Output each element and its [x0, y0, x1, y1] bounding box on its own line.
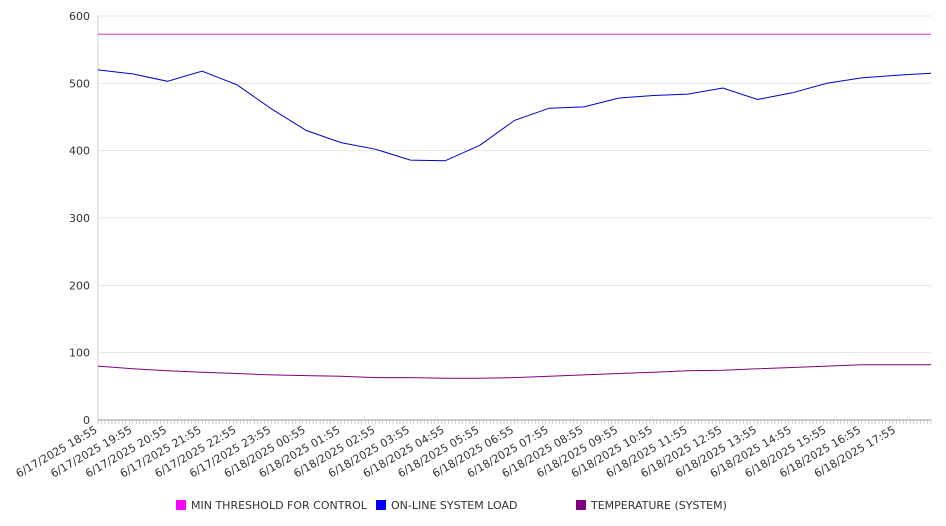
y-tick-label: 300 — [69, 212, 90, 225]
y-tick-label: 400 — [69, 145, 90, 158]
legend-label-temperature: TEMPERATURE (SYSTEM) — [591, 499, 727, 512]
legend-label-min-threshold: MIN THRESHOLD FOR CONTROL — [191, 499, 367, 512]
legend-swatch-min-threshold — [176, 500, 186, 510]
series-lines — [97, 33, 932, 379]
grid-lines — [98, 15, 931, 354]
y-tick-label: 100 — [69, 347, 90, 360]
series-line-temperature-system — [97, 364, 931, 379]
legend-item-temperature[interactable]: TEMPERATURE (SYSTEM) — [576, 499, 727, 512]
legend-item-min-threshold[interactable]: MIN THRESHOLD FOR CONTROL — [176, 499, 367, 512]
chart-legend: MIN THRESHOLD FOR CONTROL ON-LINE SYSTEM… — [0, 499, 946, 515]
legend-swatch-system-load — [376, 500, 386, 510]
y-tick-label: 600 — [69, 10, 90, 23]
y-tick-label: 0 — [83, 414, 90, 427]
x-tick-labels: 6/17/2025 18:556/17/2025 19:556/17/2025 … — [14, 423, 898, 480]
y-tick-labels: 0 100 200 300 400 500 600 — [69, 10, 90, 427]
legend-item-system-load[interactable]: ON-LINE SYSTEM LOAD — [376, 499, 517, 512]
y-tick-label: 500 — [69, 77, 90, 90]
axes — [97, 16, 932, 424]
legend-label-system-load: ON-LINE SYSTEM LOAD — [391, 499, 518, 512]
legend-swatch-temperature — [576, 500, 586, 510]
series-line-on-line-system-load — [97, 69, 932, 162]
y-tick-label: 200 — [69, 279, 90, 292]
